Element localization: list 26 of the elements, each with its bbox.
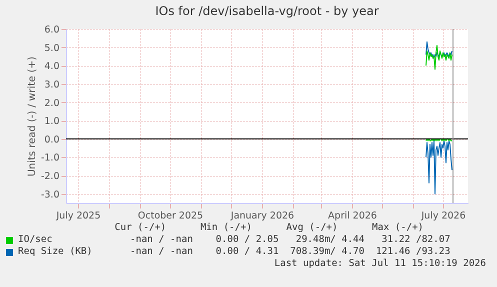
text: -nan / -nan 0.00 / 2.05 29.48m/ 4.44 31.22 /82.07 — [130, 234, 450, 246]
y-tick-label: 1.0 — [44, 116, 60, 128]
text: Last update: Sat Jul 11 15:10:19 2026 — [273, 258, 486, 270]
x-tick-label: July 2025 — [55, 210, 101, 222]
legend-label: IO/sec — [18, 234, 54, 246]
x-tick-label: April 2026 — [328, 210, 377, 222]
y-tick-label: 5.0 — [44, 42, 60, 54]
x-tick-label: January 2026 — [230, 210, 294, 222]
y-tick-label: 3.0 — [44, 79, 60, 90]
y-tick-label: 0.0 — [44, 134, 60, 146]
legend-label: Req Size (KB) — [18, 246, 94, 258]
y-axis-title: Units read (-) / write (+) — [26, 56, 38, 177]
chart-title: IOs for /dev/isabella-vg/root - by year — [155, 4, 379, 18]
text: -nan / -nan 0.00 / 4.31 708.39m/ 4.70 121.46 /93.23 — [130, 246, 450, 258]
line-series — [426, 44, 452, 70]
y-tick-label: 2.0 — [44, 98, 60, 109]
y-tick-label: 6.0 — [44, 24, 60, 36]
y-tick-label: -2.0 — [40, 171, 60, 182]
line-series — [426, 140, 452, 194]
line-series — [426, 41, 452, 59]
y-tick-label: 4.0 — [44, 61, 60, 72]
y-tick-label: -3.0 — [40, 189, 60, 200]
text: Cur (-/+) Min (-/+) Avg (-/+) Max (-/+) — [114, 222, 425, 234]
x-tick-label: October 2025 — [138, 210, 204, 222]
y-tick-label: -1.0 — [40, 152, 60, 164]
x-tick-label: July 2026 — [420, 210, 466, 222]
